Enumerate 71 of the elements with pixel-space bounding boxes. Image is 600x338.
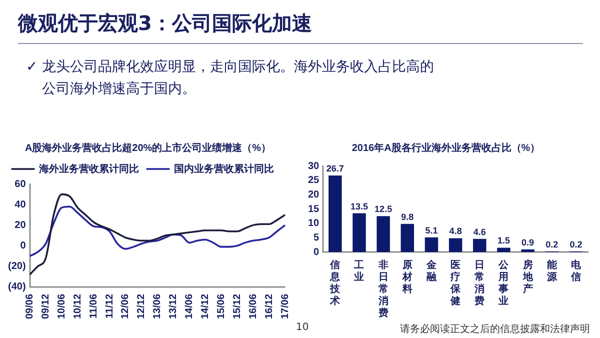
x-tick-label: 原材料 — [401, 260, 412, 295]
text: ✓ 龙头公司品牌化效应明显，走向国际化。海外业务收入占比高的公司海外增速高于国内。 — [26, 58, 436, 99]
x-tick-label: 信息技术 — [329, 258, 342, 307]
y-tick-label: 0 — [20, 240, 26, 252]
legend-label: 海外业务营收累计同比 — [38, 162, 139, 175]
x-tick-label: 金融 — [425, 258, 438, 283]
x-tick-label: 电信 — [570, 258, 582, 283]
x-tick-label: 医疗保健 — [450, 258, 462, 307]
x-tick-label: 11/12 — [104, 294, 116, 318]
x-tick-label: 11/06 — [88, 294, 100, 318]
data-label: 9.8 — [401, 212, 414, 222]
data-label: 5.1 — [425, 225, 438, 236]
x-tick-label: 12/12 — [136, 294, 148, 320]
y-tick-label: 5 — [314, 232, 320, 244]
data-label: 0.9 — [522, 237, 534, 248]
y-tick-label: 20 — [308, 189, 320, 200]
y-tick-label: 15 — [308, 204, 320, 215]
y-tick-label: 60 — [14, 178, 26, 190]
x-tick-label: 13/06 — [152, 294, 164, 320]
text: 10 — [296, 322, 309, 333]
data-label: 4.8 — [449, 226, 462, 236]
bar — [328, 175, 342, 252]
x-tick-label: 能源 — [546, 258, 558, 283]
bar — [497, 248, 510, 252]
x-tick-label: 15/12 — [232, 294, 243, 320]
bar — [352, 213, 366, 252]
x-tick-label: 公用事业 — [498, 258, 510, 307]
data-label: 13.5 — [350, 201, 368, 212]
x-tick-label: 10/06 — [56, 294, 68, 320]
x-tick-label: 房地产 — [522, 258, 534, 295]
y-tick-label: 0 — [314, 246, 320, 258]
x-tick-label: 14/06 — [184, 294, 196, 320]
text: 微观优于宏观3：公司国际化加速 — [18, 10, 583, 44]
bar — [521, 249, 534, 252]
data-label: 26.7 — [326, 163, 344, 174]
chart-title: 2016年A股各行业海外业务营收占比（%） — [352, 142, 540, 154]
data-label: 0.2 — [570, 239, 582, 250]
x-tick-label: 16/06 — [248, 294, 259, 320]
x-tick-label: 日常消费 — [474, 260, 485, 307]
y-tick-label: 25 — [308, 175, 320, 186]
bar — [424, 237, 438, 252]
bar — [400, 224, 414, 252]
y-tick-label: 40 — [14, 199, 26, 210]
y-tick-label: (40) — [8, 282, 26, 293]
data-label: 0.2 — [546, 239, 558, 250]
x-tick-label: 14/12 — [200, 294, 211, 320]
bar — [448, 238, 462, 252]
y-tick-label: 20 — [14, 220, 26, 231]
x-tick-label: 17/06 — [280, 294, 291, 320]
legend-label: 国内业务营收累计同比 — [174, 162, 274, 175]
bar — [376, 216, 390, 252]
x-tick-label: 工业 — [353, 260, 364, 283]
chart-title: A股海外业务营收占比超20%的上市公司业绩增速（%） — [24, 142, 272, 154]
bar — [473, 238, 486, 252]
data-label: 4.6 — [473, 226, 486, 237]
x-tick-label: 非日常消费 — [377, 258, 388, 319]
x-tick-label: 09/12 — [40, 294, 52, 320]
x-tick-label: 09/06 — [24, 294, 36, 320]
y-tick-label: 10 — [308, 218, 320, 230]
line-series — [28, 206, 286, 257]
data-label: 1.5 — [497, 236, 510, 246]
x-tick-label: 13/12 — [168, 294, 180, 320]
y-tick-label: (20) — [8, 261, 26, 272]
x-tick-label: 16/12 — [264, 294, 275, 320]
data-label: 12.5 — [374, 204, 392, 214]
x-tick-label: 10/12 — [72, 294, 84, 320]
x-tick-label: 15/06 — [216, 294, 227, 320]
y-tick-label: 30 — [308, 160, 320, 172]
text: 请务必阅读正文之后的信息披露和法律声明 — [400, 322, 590, 336]
x-tick-label: 12/06 — [120, 294, 132, 320]
line-series — [28, 193, 286, 276]
